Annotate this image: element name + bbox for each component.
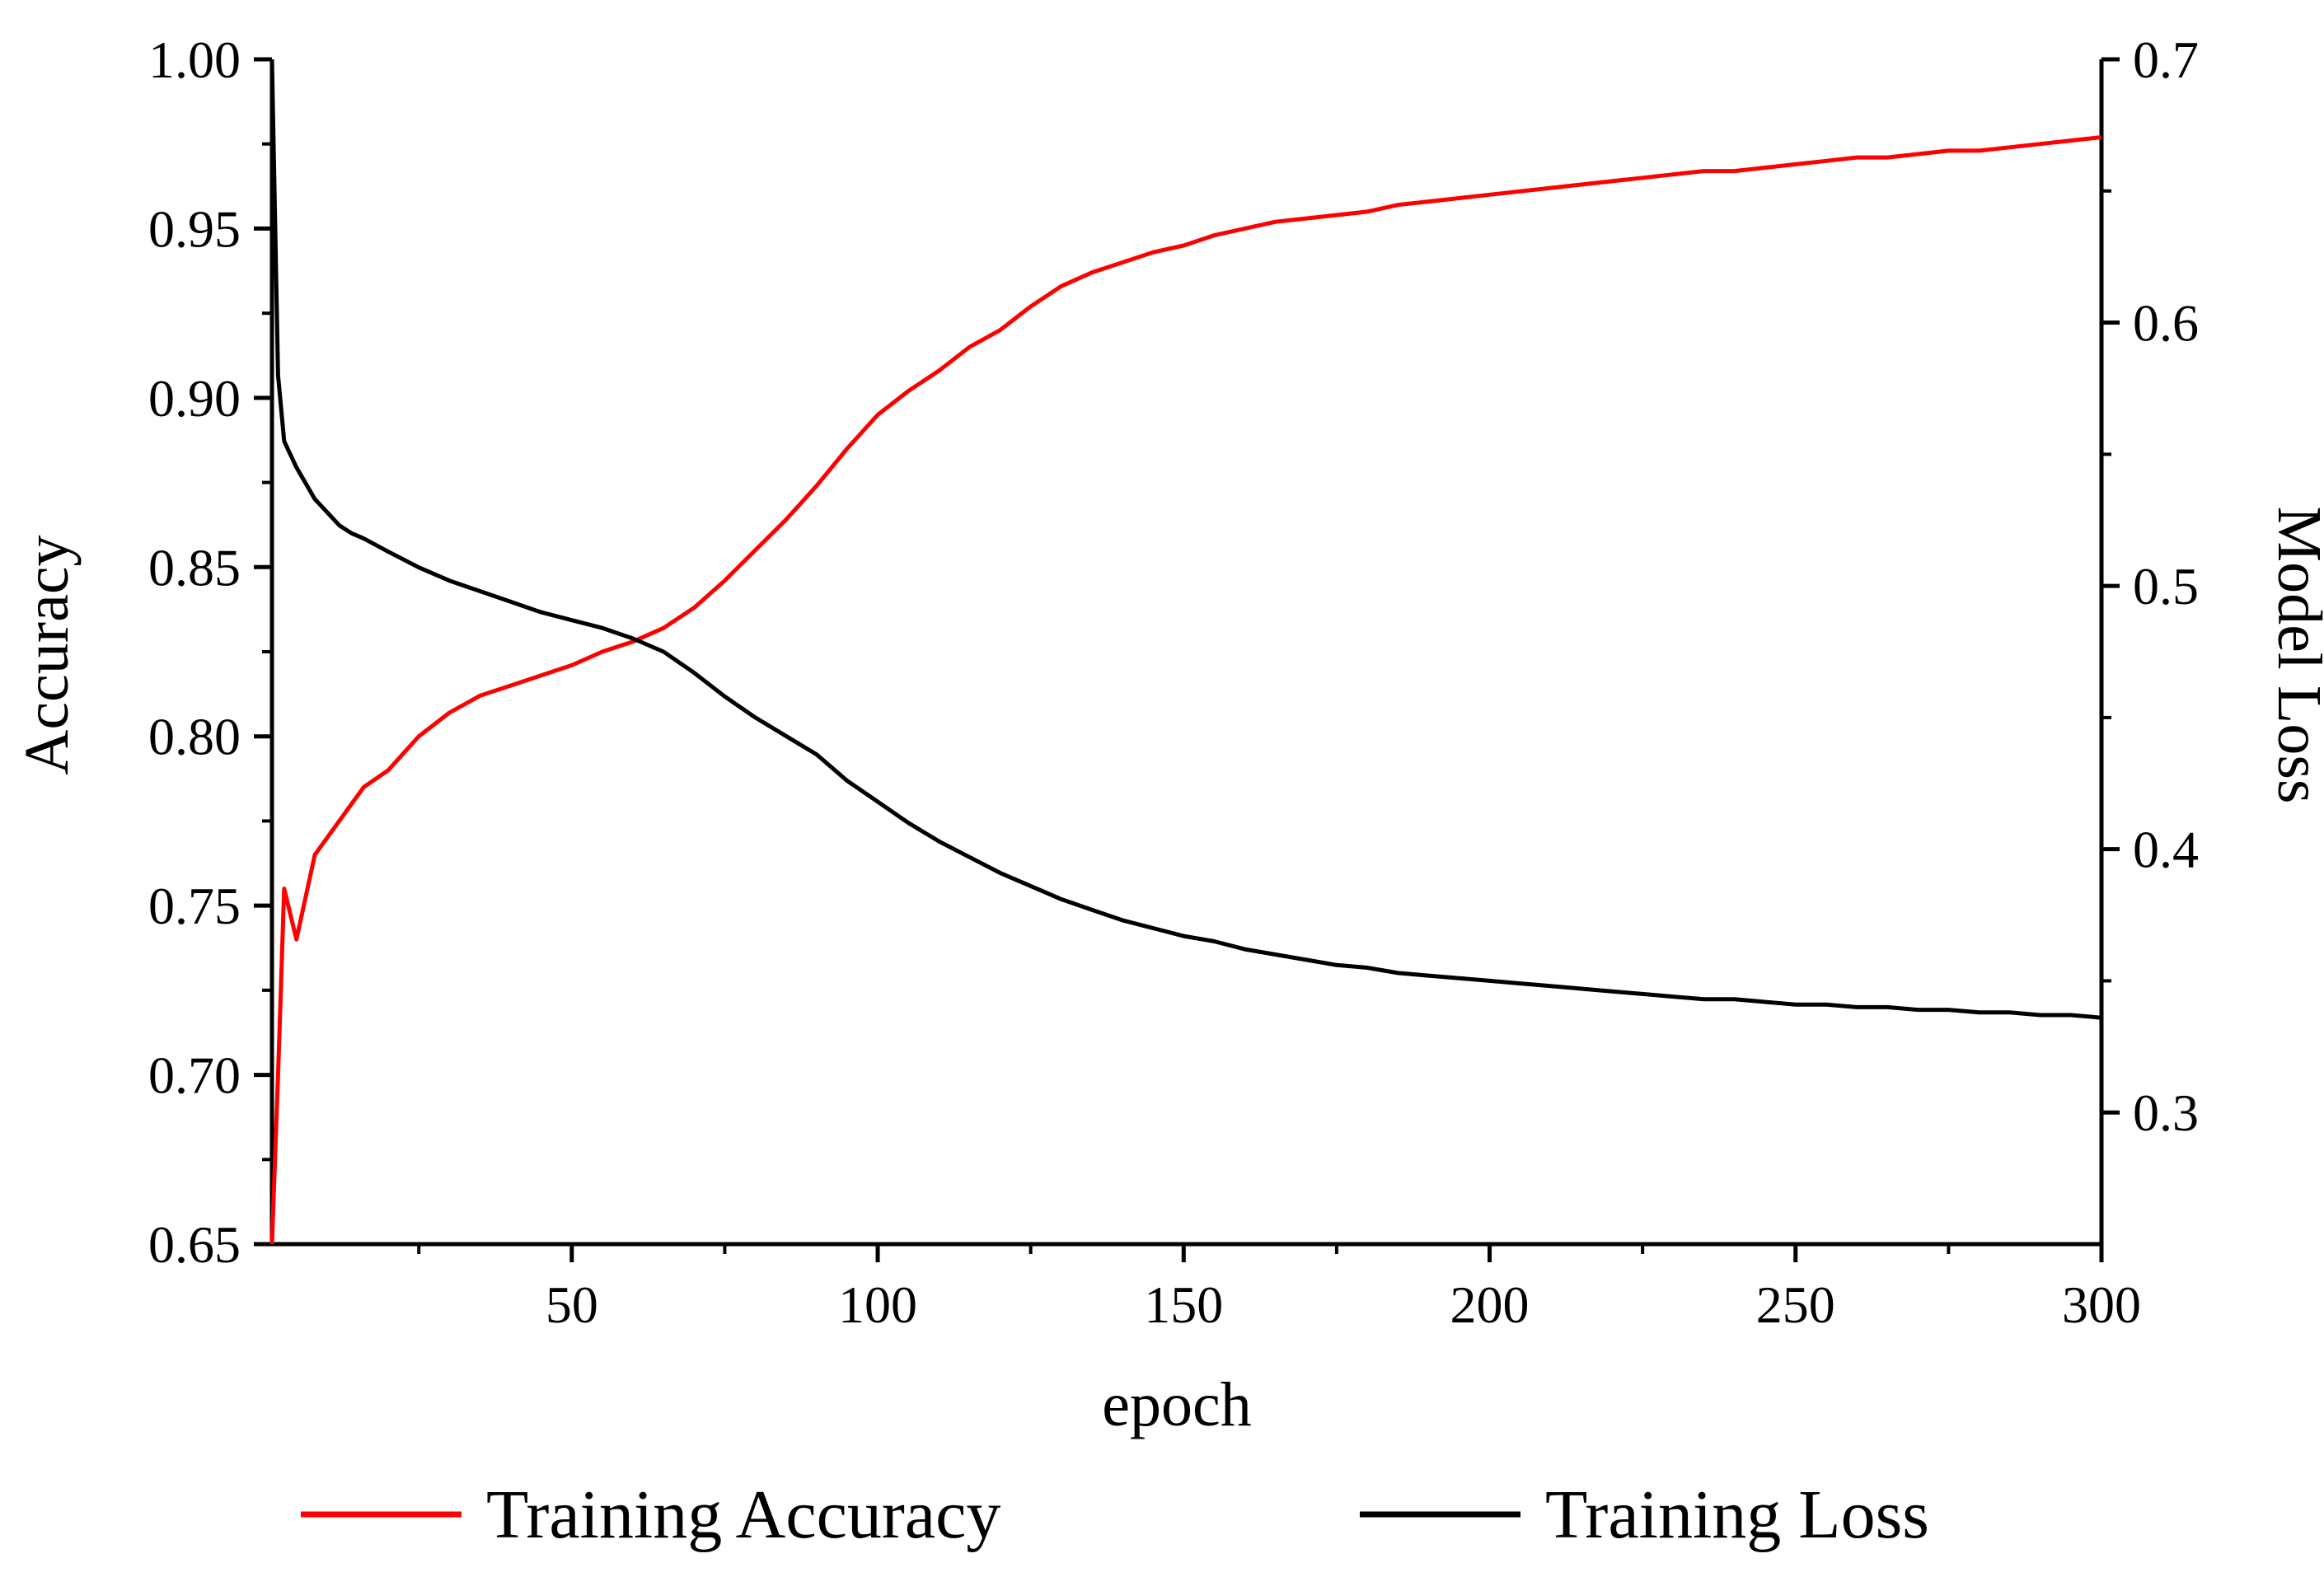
text-layer: epoch Accuracy Model Loss xyxy=(12,507,2324,1440)
y-right-tick-label: 0.6 xyxy=(2133,294,2199,353)
x-tick-label: 100 xyxy=(838,1275,917,1334)
legend-label-training-accuracy: Training Accuracy xyxy=(486,1476,1000,1553)
y-left-tick-label: 0.75 xyxy=(148,877,241,935)
y-right-tick-label: 0.7 xyxy=(2133,30,2199,89)
y-right-tick-label: 0.5 xyxy=(2133,557,2199,615)
series-line-training-accuracy xyxy=(269,135,2102,1245)
y-left-tick-label: 0.85 xyxy=(148,538,241,597)
x-tick-label: 200 xyxy=(1450,1275,1530,1334)
y-left-axis-title: Accuracy xyxy=(12,535,82,774)
y-right-tick-label: 0.4 xyxy=(2133,821,2199,879)
series-layer xyxy=(269,58,2102,1245)
y-left-tick-label: 1.00 xyxy=(148,30,241,89)
legend-label-training-loss: Training Loss xyxy=(1545,1476,1929,1553)
y-left-tick-label: 0.95 xyxy=(148,199,241,258)
x-tick-label: 300 xyxy=(2062,1275,2141,1334)
axes-layer: 50 100 150 200 250 300 0.65 0.70 0.75 0.80 0.85 0.9… xyxy=(148,30,2199,1334)
x-tick-label: 150 xyxy=(1144,1275,1223,1334)
y-right-tick-label: 0.3 xyxy=(2133,1083,2199,1142)
y-left-tick-label: 0.90 xyxy=(148,369,241,428)
y-right-axis-title: Model Loss xyxy=(2265,507,2324,804)
y-left-tick-label: 0.65 xyxy=(148,1215,241,1274)
x-axis-title: epoch xyxy=(1102,1370,1251,1439)
x-tick-label: 250 xyxy=(1756,1275,1835,1334)
y-left-tick-label: 0.70 xyxy=(148,1046,241,1105)
legend: Training Accuracy Training Loss xyxy=(301,1476,1929,1553)
y-left-tick-label: 0.80 xyxy=(148,708,241,766)
x-tick-label: 50 xyxy=(546,1275,598,1334)
series-line-training-loss xyxy=(269,58,2102,1020)
